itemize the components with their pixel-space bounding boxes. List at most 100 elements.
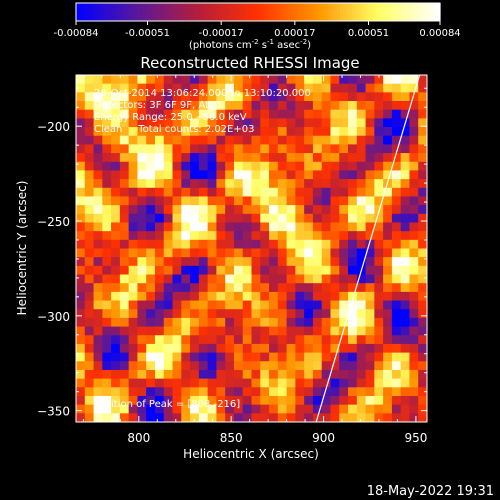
- heatmap-cell: [312, 135, 323, 145]
- heatmap-cell: [312, 326, 323, 336]
- heatmap-cell: [374, 404, 384, 414]
- heatmap-cell: [163, 196, 173, 206]
- heatmap-cell: [128, 300, 138, 310]
- heatmap-cell: [84, 127, 94, 137]
- heatmap-cell: [277, 265, 287, 275]
- heatmap-cell: [409, 118, 419, 128]
- colorbar-tick-label: -0.00084: [54, 28, 99, 39]
- heatmap-cell: [374, 413, 384, 422]
- heatmap-cell: [93, 213, 103, 223]
- colorbar-swatch: [430, 3, 435, 21]
- heatmap-cell: [190, 257, 200, 267]
- heatmap-cell: [251, 413, 261, 422]
- heatmap-cell: [225, 317, 235, 327]
- heatmap-cell: [146, 170, 156, 180]
- heatmap-cell: [418, 369, 427, 380]
- heatmap-cell: [277, 118, 287, 128]
- heatmap-cell: [242, 326, 252, 336]
- colorbar-swatch: [382, 3, 386, 21]
- heatmap-cell: [409, 317, 419, 327]
- heatmap-cell: [400, 127, 410, 137]
- heatmap-cell: [93, 222, 103, 232]
- heatmap-cell: [251, 283, 261, 293]
- heatmap-cell: [154, 343, 165, 353]
- colorbar-swatch: [194, 3, 198, 21]
- heatmap-cell: [154, 179, 165, 189]
- heatmap-cell: [304, 309, 314, 319]
- heatmap-cell: [216, 361, 226, 371]
- heatmap-cell: [409, 395, 419, 406]
- heatmap-cell: [391, 369, 402, 380]
- heatmap-cell: [198, 343, 209, 353]
- heatmap-cell: [190, 369, 200, 380]
- heatmap-cell: [181, 248, 191, 258]
- heatmap-cell: [365, 239, 375, 249]
- colorbar-unit-label: (photons cm-2 s-1 asec-2): [189, 38, 311, 51]
- heatmap-cell: [418, 213, 427, 223]
- heatmap-cell: [277, 75, 287, 85]
- colorbar-swatch: [142, 3, 147, 21]
- heatmap-cell: [251, 274, 261, 284]
- heatmap-cell: [225, 291, 235, 301]
- heatmap-cell: [207, 413, 217, 422]
- heatmap-cell: [383, 309, 393, 319]
- heatmap-cell: [383, 326, 393, 336]
- colorbar-swatch: [409, 3, 414, 21]
- heatmap-cell: [339, 213, 349, 223]
- heatmap-cell: [321, 239, 331, 249]
- heatmap-cell: [102, 404, 112, 414]
- heatmap-cell: [295, 231, 305, 241]
- heatmap-cell: [190, 404, 200, 414]
- heatmap-cell: [269, 196, 279, 206]
- heatmap-cell: [154, 127, 165, 137]
- heatmap-cell: [146, 343, 156, 353]
- heatmap-cell: [190, 395, 200, 406]
- colorbar-tick-label: -0.00017: [199, 28, 244, 39]
- heatmap-cell: [321, 352, 331, 362]
- heatmap-cell: [84, 109, 94, 119]
- heatmap-cell: [84, 291, 94, 301]
- heatmap-cell: [260, 291, 270, 301]
- heatmap-cell: [76, 196, 86, 206]
- heatmap-cell: [154, 213, 165, 223]
- heatmap-cell: [374, 187, 384, 197]
- heatmap-cell: [365, 369, 375, 380]
- heatmap-cell: [181, 75, 191, 85]
- heatmap-cell: [163, 239, 173, 249]
- heatmap-cell: [409, 109, 419, 119]
- heatmap-cell: [295, 265, 305, 275]
- heatmap-cell: [295, 395, 305, 406]
- heatmap-cell: [172, 378, 182, 388]
- heatmap-cell: [277, 361, 287, 371]
- heatmap-cell: [207, 291, 217, 301]
- heatmap-cell: [304, 231, 314, 241]
- colorbar-swatch: [418, 3, 423, 21]
- heatmap-cell: [163, 231, 173, 241]
- heatmap-cell: [207, 369, 217, 380]
- colorbar-swatch: [303, 3, 308, 21]
- heatmap-cell: [84, 352, 94, 362]
- heatmap-cell: [163, 205, 173, 215]
- heatmap-cell: [198, 83, 209, 93]
- annotation-peak-position: Position of Peak = [808,-216]: [94, 399, 240, 410]
- heatmap-cell: [400, 187, 410, 197]
- heatmap-cell: [400, 92, 410, 102]
- heatmap-cell: [84, 196, 94, 206]
- colorbar-swatch: [209, 3, 214, 21]
- heatmap-cell: [119, 369, 130, 380]
- heatmap-cell: [348, 352, 358, 362]
- heatmap-cell: [312, 395, 323, 406]
- heatmap-cell: [84, 75, 94, 85]
- heatmap-cell: [172, 404, 182, 414]
- heatmap-cell: [304, 257, 314, 267]
- heatmap-cell: [295, 326, 305, 336]
- heatmap-cell: [207, 257, 217, 267]
- heatmap-cell: [391, 127, 402, 137]
- heatmap-cell: [418, 144, 427, 154]
- heatmap-cell: [84, 335, 94, 345]
- heatmap-cell: [119, 83, 130, 93]
- heatmap-cell: [154, 239, 165, 249]
- heatmap-cell: [154, 378, 165, 388]
- heatmap-cell: [225, 309, 235, 319]
- heatmap-cell: [119, 283, 130, 293]
